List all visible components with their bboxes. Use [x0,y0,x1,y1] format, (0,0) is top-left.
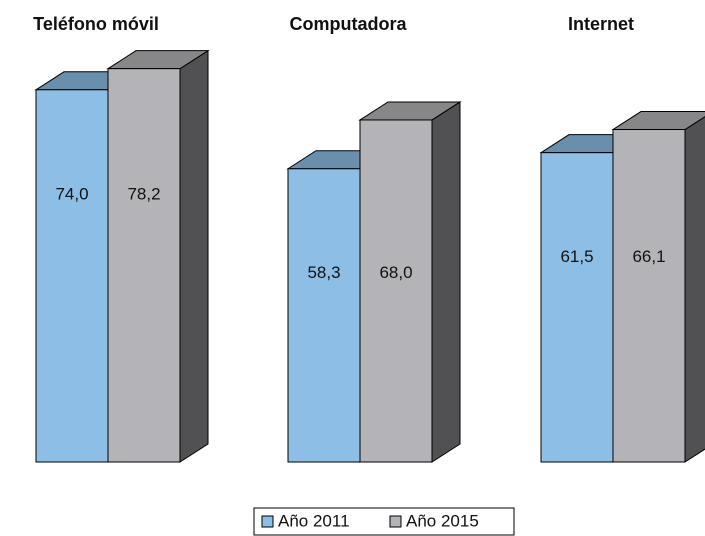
bar [612,129,686,463]
value-label: 61,5 [560,247,593,266]
group-title: Internet [568,14,634,34]
group-title: Teléfono móvil [33,14,159,34]
bar-side [684,116,705,463]
bar [107,68,181,463]
legend-swatch [261,515,274,528]
value-label: 74,0 [55,184,88,203]
value-label: 66,1 [632,247,665,266]
group-title: Computadora [290,14,408,34]
bar-side [431,101,461,463]
value-label: 68,0 [379,263,412,282]
value-label: 78,2 [127,184,160,203]
legend-box [253,507,515,536]
bar [540,152,614,463]
legend-label: Año 2011 [278,511,350,530]
bar [287,168,361,463]
bar-side [179,49,209,463]
legend-label: Año 2015 [406,511,479,530]
bar [35,89,109,463]
bar [359,119,433,463]
legend-swatch [389,515,402,528]
value-label: 58,3 [307,263,340,282]
